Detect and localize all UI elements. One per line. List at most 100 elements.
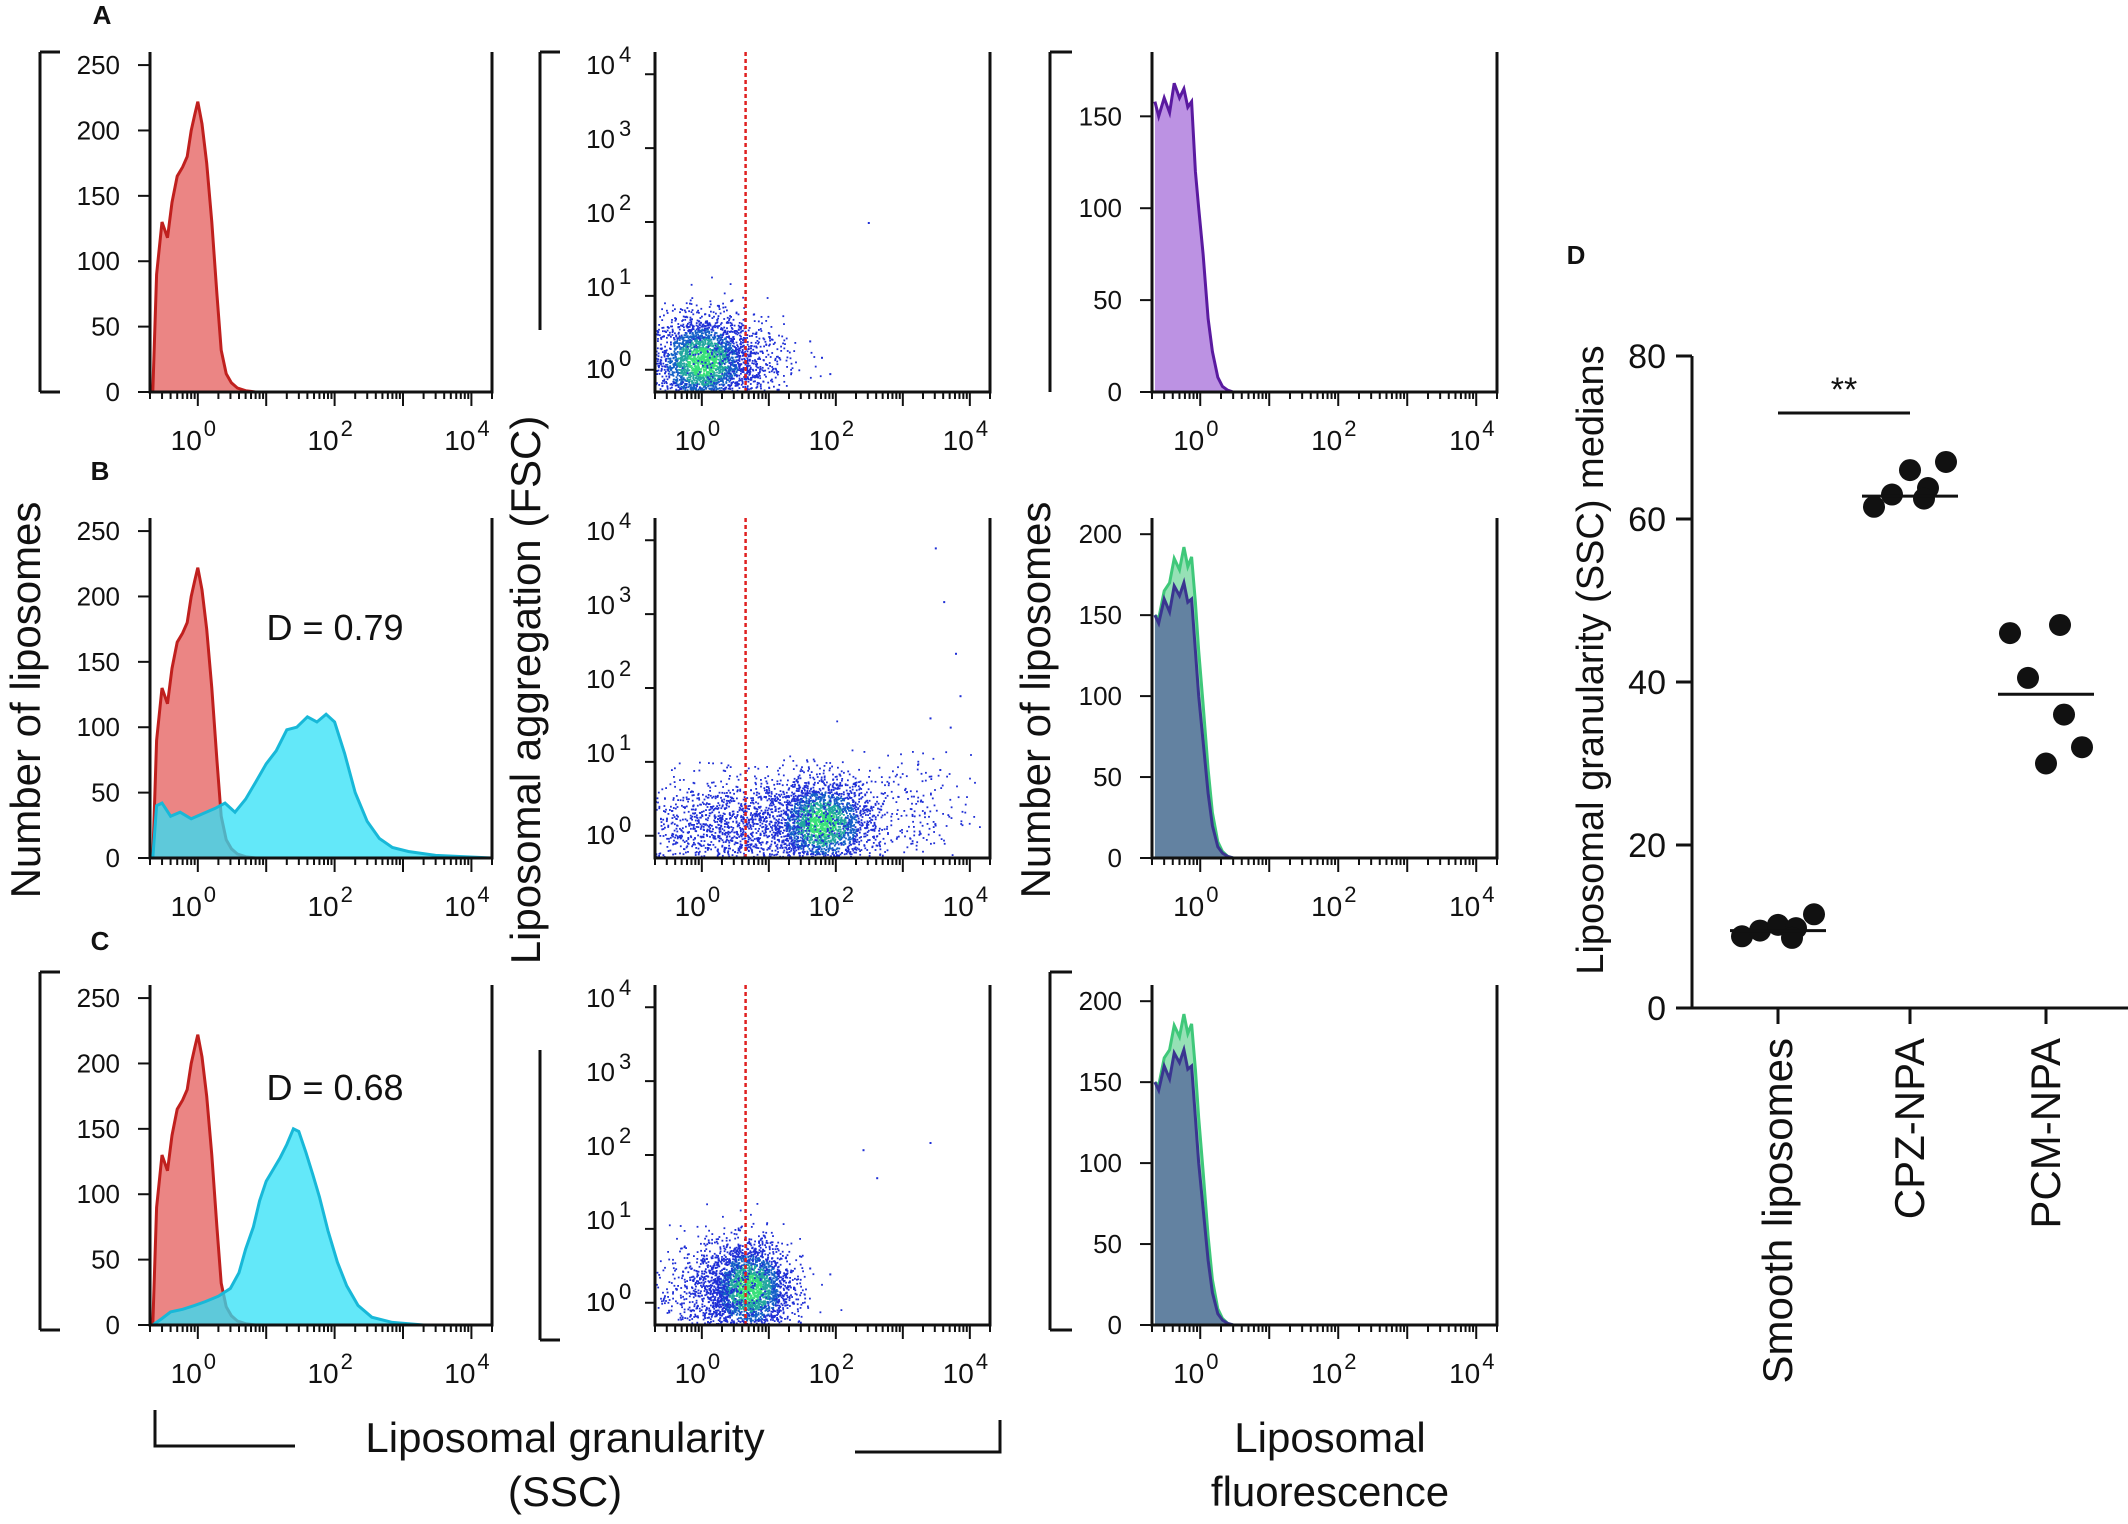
panel-a-scatter-point bbox=[681, 320, 684, 322]
panel-a-scatter-point bbox=[794, 342, 797, 344]
panel-a-scatter-point bbox=[723, 354, 726, 356]
panel-b-scatter-point bbox=[824, 822, 827, 825]
panel-a-scatter-point bbox=[744, 358, 746, 361]
panel-b-scatter-point bbox=[810, 839, 812, 841]
panel-a-scatter-point bbox=[694, 366, 697, 369]
panel-a-scatter-point bbox=[712, 363, 714, 366]
panel-b-scatter-point bbox=[859, 853, 862, 856]
panel-a-scatter-point bbox=[676, 338, 679, 341]
panel-a-scatter-point bbox=[720, 377, 723, 380]
panel-b-scatter-point bbox=[808, 847, 811, 850]
panel-a-scatter-point bbox=[701, 381, 704, 383]
panel-b-scatter-point bbox=[804, 841, 807, 843]
panel-a-scatter-point bbox=[769, 365, 771, 367]
panel-a-scatter-point bbox=[719, 312, 722, 315]
panel-a-scatter-point bbox=[715, 369, 717, 371]
panel-b-scatter-point bbox=[852, 825, 855, 827]
panel-b-scatter-point bbox=[762, 816, 764, 818]
panel-b-scatter-point bbox=[777, 807, 780, 810]
panel-b-scatter-point bbox=[866, 841, 868, 843]
panel-a-scatter-point bbox=[715, 342, 718, 345]
panel-a-scatter-point bbox=[697, 330, 700, 333]
panel-a-scatter-point bbox=[739, 334, 741, 337]
panel-a-scatter-point bbox=[769, 337, 771, 340]
panel-a-scatter-point bbox=[657, 338, 659, 340]
panel-b-scatter-point bbox=[774, 805, 776, 808]
panel-a-scatter-point bbox=[709, 371, 712, 373]
panel-b-scatter-point bbox=[840, 802, 843, 805]
panel-a-scatter-point bbox=[728, 353, 731, 355]
panel-b-scatter-point bbox=[824, 844, 826, 846]
panel-a-scatter-point bbox=[768, 371, 771, 373]
panel-a-scatter-point bbox=[785, 337, 788, 340]
panel-b-ssc-hist-x-tick-label: 10 bbox=[307, 891, 338, 922]
panel-a-scatter-point bbox=[711, 355, 714, 358]
panel-a-scatter-point bbox=[701, 348, 704, 350]
panel-b-scatter-point bbox=[840, 835, 843, 837]
panel-a-scatter-point bbox=[696, 319, 699, 322]
panel-a-scatter-point bbox=[718, 381, 720, 383]
panel-b-scatter-point bbox=[787, 827, 790, 829]
panel-a-scatter-point bbox=[722, 361, 725, 363]
panel-a-scatter-point bbox=[680, 378, 683, 381]
panel-a-scatter-point bbox=[777, 355, 779, 358]
panel-a-scatter-point bbox=[692, 338, 695, 340]
panel-b-scatter-point bbox=[839, 836, 842, 839]
panel-a-scatter-point bbox=[683, 362, 686, 365]
panel-a-scatter-point bbox=[691, 352, 693, 355]
panel-a-scatter-point bbox=[734, 346, 736, 348]
panel-a-scatter-point bbox=[697, 388, 700, 391]
panel-a-scatter-point bbox=[668, 366, 670, 369]
panel-b-scatter-point bbox=[780, 810, 783, 813]
panel-a-scatter-point bbox=[716, 337, 719, 340]
panel-b-scatter-point bbox=[807, 766, 810, 769]
panel-a-scatter-point bbox=[683, 370, 686, 373]
panel-a-scatter-point bbox=[746, 372, 748, 375]
panel-a-scatter-point bbox=[714, 326, 717, 329]
panel-a-scatter-point bbox=[685, 336, 688, 338]
panel-a-scatter-point bbox=[715, 374, 718, 377]
panel-a-scatter-point bbox=[773, 385, 775, 388]
panel-a-scatter-y-tick-label: 10 bbox=[586, 354, 615, 384]
panel-a-scatter-point bbox=[698, 371, 701, 374]
panel-a-scatter-point bbox=[722, 366, 724, 369]
panel-a-scatter-point bbox=[735, 330, 738, 332]
panel-a-scatter-point bbox=[748, 348, 750, 350]
panel-b-scatter-point bbox=[811, 815, 813, 818]
panel-a-scatter-point bbox=[668, 375, 671, 378]
panel-b-scatter-point bbox=[790, 794, 793, 797]
panel-b-scatter-point bbox=[825, 825, 828, 828]
panel-b-scatter-point bbox=[819, 799, 822, 802]
panel-b-scatter-point bbox=[823, 847, 826, 850]
panel-a-scatter-point bbox=[721, 328, 724, 330]
panel-b-scatter-point bbox=[815, 796, 818, 799]
panel-a-scatter-point bbox=[740, 370, 742, 372]
panel-b-scatter-point bbox=[708, 762, 710, 764]
panel-b-scatter-point bbox=[805, 818, 807, 821]
panel-a-scatter-x-tick-exponent: 2 bbox=[842, 416, 854, 441]
panel-b-scatter-point bbox=[821, 828, 824, 831]
panel-a-scatter-point bbox=[685, 383, 688, 386]
panel-b-scatter-point bbox=[845, 837, 847, 840]
panel-a-scatter-point bbox=[694, 371, 697, 373]
panel-a-scatter-point bbox=[700, 337, 702, 340]
panel-a-scatter-point bbox=[738, 363, 741, 366]
panel-a-scatter-point bbox=[682, 381, 685, 384]
panel-b-scatter-point bbox=[792, 795, 795, 798]
panel-a-scatter-point bbox=[684, 334, 687, 337]
panel-a-scatter-point bbox=[671, 325, 673, 328]
panel-b-scatter-point bbox=[860, 821, 863, 824]
panel-b-scatter-point bbox=[849, 825, 852, 827]
panel-b-scatter-point bbox=[878, 811, 881, 814]
panel-b-scatter-point bbox=[792, 846, 794, 848]
panel-a-scatter-point bbox=[681, 368, 683, 371]
panel-b-scatter-point bbox=[832, 773, 834, 776]
panel-b-scatter-point bbox=[805, 824, 808, 827]
panel-b-scatter-point bbox=[794, 800, 797, 802]
panel-a-scatter-point bbox=[688, 381, 690, 384]
panel-b-scatter-point bbox=[793, 818, 796, 821]
panel-a-scatter-point bbox=[728, 380, 731, 383]
panel-a-scatter-point bbox=[682, 374, 684, 377]
panel-a-scatter-point bbox=[709, 378, 712, 381]
